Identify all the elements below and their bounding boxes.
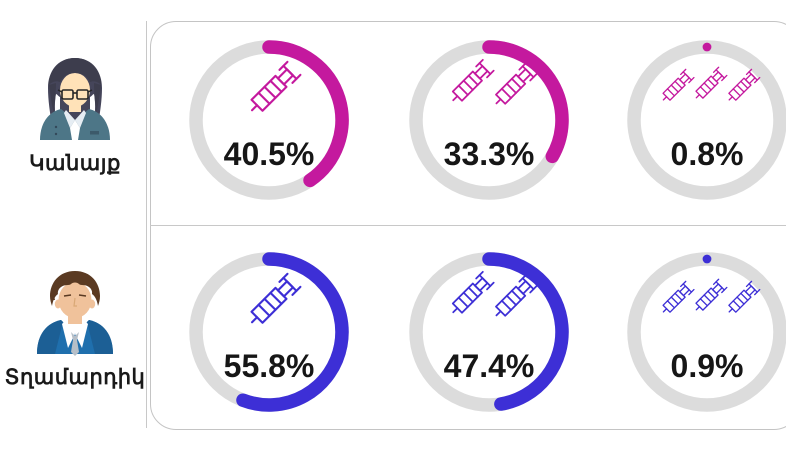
svg-text:40.5%: 40.5% <box>224 136 315 172</box>
svg-text:0.9%: 0.9% <box>671 348 744 384</box>
svg-text:55.8%: 55.8% <box>224 348 315 384</box>
svg-text:47.4%: 47.4% <box>444 348 535 384</box>
svg-text:33.3%: 33.3% <box>444 136 535 172</box>
svg-text:0.8%: 0.8% <box>671 136 744 172</box>
